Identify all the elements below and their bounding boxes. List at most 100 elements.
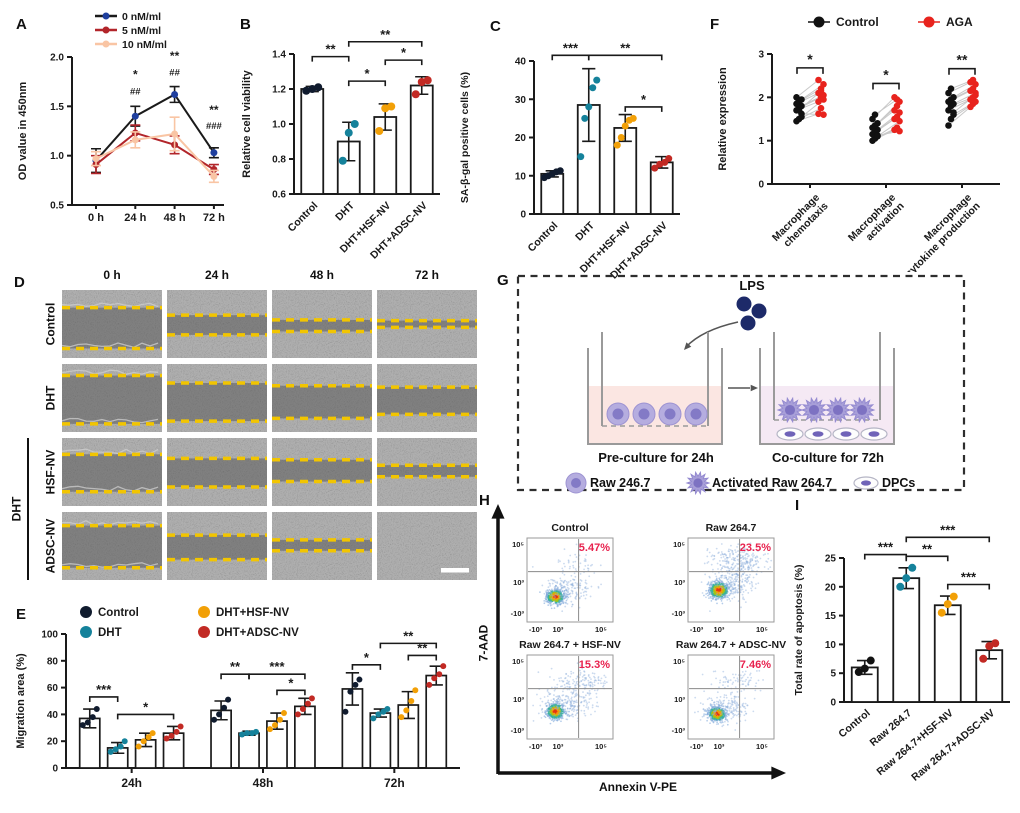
svg-text:*: * <box>641 92 647 107</box>
svg-text:*: * <box>143 699 149 714</box>
svg-text:10⁵: 10⁵ <box>756 625 768 634</box>
svg-text:10³: 10³ <box>513 578 524 587</box>
svg-text:-10³: -10³ <box>690 742 704 751</box>
panel-d-label: D <box>14 274 25 291</box>
svg-text:Relative expression: Relative expression <box>717 67 729 171</box>
lps-label: LPS <box>739 278 765 293</box>
svg-text:5.47%: 5.47% <box>579 542 610 554</box>
group-bracket <box>27 438 29 580</box>
svg-text:10⁵: 10⁵ <box>673 540 685 549</box>
svg-text:Control: Control <box>836 707 872 740</box>
svg-text:20: 20 <box>825 582 837 593</box>
svg-text:**: ** <box>957 52 968 68</box>
svg-text:2: 2 <box>758 93 764 104</box>
column-header: 72 h <box>414 268 439 282</box>
group-label: DHT <box>9 496 24 522</box>
svg-text:Control: Control <box>525 220 560 255</box>
panel-i-label: I <box>795 497 800 514</box>
svg-text:0: 0 <box>758 180 764 191</box>
svg-text:DHT: DHT <box>98 627 122 639</box>
svg-text:5 nM/ml: 5 nM/ml <box>122 25 161 37</box>
svg-text:OD value in 450nm: OD value in 450nm <box>17 82 29 181</box>
svg-text:15.3%: 15.3% <box>579 659 610 671</box>
svg-text:*: * <box>401 45 407 60</box>
pre-culture-caption: Pre-culture for 24h <box>598 450 714 465</box>
svg-text:-10³: -10³ <box>511 609 525 618</box>
svg-text:*: * <box>807 51 813 67</box>
svg-text:Raw 264.7+ADSC-NV: Raw 264.7+ADSC-NV <box>909 707 997 784</box>
co-culture-caption: Co-culture for 72h <box>772 450 884 465</box>
svg-text:40: 40 <box>515 57 527 68</box>
svg-text:**: ** <box>170 49 180 63</box>
svg-text:24 h: 24 h <box>124 212 146 224</box>
panel-g-diagram: LPS Pre-culture for 24h Co-culture for 7… <box>492 262 1012 512</box>
svg-text:25: 25 <box>825 554 837 565</box>
svg-text:*: * <box>883 66 889 82</box>
micrograph <box>167 290 267 358</box>
panel-h-label: H <box>479 492 490 509</box>
svg-text:*: * <box>133 68 138 82</box>
svg-text:80: 80 <box>47 656 59 667</box>
svg-text:10⁵: 10⁵ <box>756 742 768 751</box>
svg-text:**: ** <box>325 42 336 57</box>
svg-text:##: ## <box>130 86 141 97</box>
svg-text:24h: 24h <box>121 776 142 790</box>
svg-text:*: * <box>288 675 294 690</box>
svg-text:10³: 10³ <box>674 578 685 587</box>
svg-text:##: ## <box>169 68 180 79</box>
micrograph <box>272 290 372 358</box>
svg-text:***: *** <box>878 540 894 555</box>
flow-y-axis-label: 7-AAD <box>476 624 491 662</box>
column-header: 48 h <box>309 268 334 282</box>
svg-text:0: 0 <box>52 764 58 775</box>
svg-text:1.4: 1.4 <box>272 50 286 61</box>
micrograph <box>167 364 267 432</box>
svg-text:5: 5 <box>830 669 836 680</box>
svg-text:0: 0 <box>830 698 836 709</box>
svg-text:2.0: 2.0 <box>50 53 64 64</box>
svg-text:DHT: DHT <box>573 219 597 243</box>
micrograph <box>377 290 477 358</box>
svg-text:20: 20 <box>47 737 59 748</box>
svg-text:Control: Control <box>285 200 320 235</box>
svg-text:7.46%: 7.46% <box>740 659 771 671</box>
svg-text:Migration area (%): Migration area (%) <box>15 653 27 749</box>
svg-text:-10³: -10³ <box>529 742 543 751</box>
panel-g-drawing <box>516 274 966 496</box>
svg-text:Raw 264.7 + ADSC-NV: Raw 264.7 + ADSC-NV <box>676 639 786 651</box>
svg-text:Control: Control <box>98 607 139 619</box>
panel-i-chart: 0 5 10 15 20 25 Total rate of apoptosis (%) Con… <box>793 522 1010 784</box>
svg-text:**: ** <box>417 640 428 655</box>
svg-text:20: 20 <box>515 133 527 144</box>
svg-text:**: ** <box>230 659 241 674</box>
panel-g-label: G <box>497 272 509 289</box>
svg-text:72 h: 72 h <box>203 212 225 224</box>
panel-a-chart: 0.5 1.0 1.5 2.0 OD value in 450nm 0 h 24 h 48 h… <box>17 11 225 224</box>
svg-text:10³: 10³ <box>714 625 725 634</box>
svg-text:10⁵: 10⁵ <box>595 625 607 634</box>
column-header: 24 h <box>204 268 229 282</box>
panel-h-flow: Control 5.47% 10⁵ 10³ -10³ -10³ 10³ 10⁵ Raw 264.… <box>476 488 792 813</box>
row-label: HSF-NV <box>43 449 58 495</box>
svg-text:30: 30 <box>515 95 527 106</box>
svg-text:10⁵: 10⁵ <box>673 657 685 666</box>
svg-text:-10³: -10³ <box>672 609 686 618</box>
legend-raw-label: Raw 246.7 <box>590 476 651 490</box>
svg-text:1: 1 <box>758 136 764 147</box>
micrograph <box>62 512 162 580</box>
svg-text:48h: 48h <box>253 776 274 790</box>
svg-text:***: *** <box>563 40 579 55</box>
panel-e-label: E <box>16 606 27 623</box>
svg-text:SA-β-gal positive cells (%): SA-β-gal positive cells (%) <box>459 72 471 203</box>
svg-text:3: 3 <box>758 50 764 61</box>
svg-text:0.6: 0.6 <box>272 190 286 201</box>
micrograph <box>167 512 267 580</box>
micrograph <box>272 438 372 506</box>
column-header: 0 h <box>103 268 121 282</box>
panel-a-label: A <box>16 16 27 33</box>
legend-activated-label: Activated Raw 264.7 <box>712 476 833 490</box>
svg-text:10³: 10³ <box>714 742 725 751</box>
svg-text:-10³: -10³ <box>529 625 543 634</box>
panel-b-label: B <box>240 16 251 33</box>
